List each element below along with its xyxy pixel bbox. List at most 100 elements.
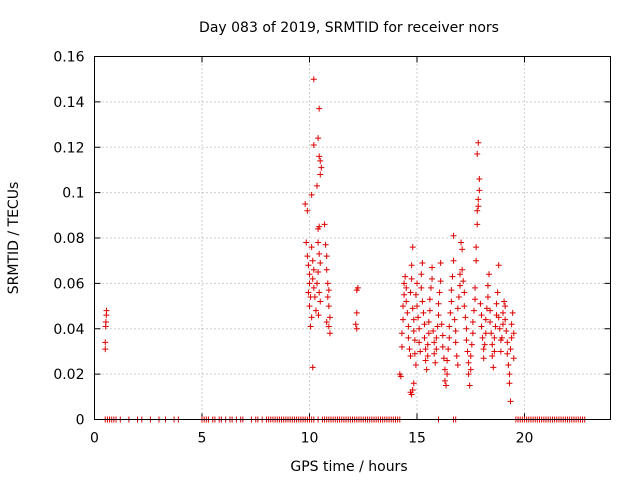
data-point — [507, 346, 514, 353]
y-tick-label: 0.14 — [53, 95, 84, 111]
data-point — [448, 287, 455, 294]
data-point — [447, 309, 454, 316]
data-point — [409, 305, 416, 312]
data-point — [480, 346, 487, 353]
data-point — [489, 352, 496, 359]
data-point — [468, 341, 475, 348]
data-point — [482, 316, 489, 323]
y-tick-label: 0.06 — [53, 276, 84, 292]
data-point — [448, 298, 455, 305]
data-point — [422, 346, 429, 353]
data-point — [317, 171, 324, 178]
data-point — [473, 257, 480, 264]
data-point — [315, 269, 322, 276]
data-point — [304, 207, 311, 214]
data-point — [467, 366, 474, 373]
data-point — [411, 337, 418, 344]
data-point — [457, 271, 463, 278]
data-point — [400, 303, 407, 310]
data-point — [473, 244, 480, 251]
data-point — [508, 321, 515, 328]
data-point — [421, 334, 428, 341]
data-point — [445, 346, 452, 353]
data-point — [322, 241, 329, 248]
data-point — [481, 341, 488, 348]
data-point — [353, 309, 360, 316]
data-point — [408, 262, 415, 269]
data-point — [463, 337, 470, 344]
data-point — [462, 314, 469, 321]
data-point — [488, 330, 495, 337]
data-point — [454, 305, 461, 312]
data-point — [426, 296, 433, 303]
data-point — [501, 298, 508, 305]
grid-lines — [94, 56, 611, 420]
data-point — [353, 325, 360, 332]
data-point — [325, 303, 332, 310]
data-point — [306, 271, 313, 278]
data-point — [452, 328, 459, 335]
data-point — [478, 323, 485, 330]
data-point — [315, 135, 322, 142]
x-tick-label: 15 — [408, 431, 426, 447]
data-point — [405, 323, 412, 330]
data-point — [495, 262, 502, 269]
data-point — [410, 316, 417, 323]
data-point — [470, 307, 477, 314]
data-point — [305, 289, 312, 296]
data-point — [486, 271, 493, 278]
y-axis-label: SRMTID / TECUs — [6, 182, 22, 295]
data-point — [444, 371, 451, 378]
data-point — [398, 343, 405, 350]
data-point — [465, 359, 472, 366]
data-point — [416, 325, 423, 332]
data-point — [315, 239, 322, 246]
data-point — [443, 382, 450, 389]
data-point — [461, 289, 468, 296]
data-point — [506, 371, 513, 378]
axis-ticks — [94, 56, 611, 420]
data-point — [409, 244, 416, 251]
data-point — [302, 200, 309, 207]
data-point — [306, 303, 313, 310]
data-point — [504, 339, 511, 346]
data-point — [410, 328, 417, 335]
data-point — [459, 266, 466, 273]
data-point — [478, 312, 485, 319]
data-point — [314, 182, 321, 189]
data-point — [400, 316, 407, 323]
data-point — [102, 346, 109, 353]
data-point — [406, 346, 413, 353]
data-point — [307, 323, 314, 330]
data-point — [309, 364, 316, 371]
data-point — [438, 321, 445, 328]
data-point — [437, 259, 444, 266]
data-point — [317, 298, 324, 305]
data-point — [432, 359, 439, 366]
y-tick-label: 0.04 — [53, 322, 84, 338]
data-point — [398, 330, 405, 337]
chart-title: Day 083 of 2019, SRMTID for receiver nor… — [199, 20, 499, 36]
data-point — [440, 355, 447, 362]
x-tick-label: 10 — [301, 431, 319, 447]
data-point — [489, 341, 496, 348]
data-point — [403, 284, 410, 291]
data-point — [425, 318, 432, 325]
data-point — [424, 341, 431, 348]
data-point — [310, 141, 317, 148]
data-point — [453, 352, 460, 359]
data-point — [469, 318, 476, 325]
data-point — [466, 382, 473, 389]
data-point — [412, 362, 419, 369]
data-point — [437, 278, 444, 285]
data-point — [316, 153, 323, 160]
data-point — [502, 303, 509, 310]
data-point — [508, 334, 515, 341]
data-point — [506, 380, 513, 387]
data-point — [414, 303, 420, 310]
data-point — [446, 334, 453, 341]
data-point — [323, 253, 330, 260]
data-point — [493, 300, 500, 307]
data-point — [451, 316, 458, 323]
data-point — [314, 280, 321, 287]
